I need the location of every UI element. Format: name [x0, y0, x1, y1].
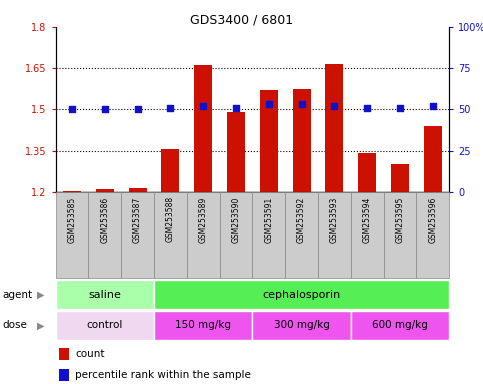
Bar [424, 126, 442, 192]
Bar [227, 112, 245, 192]
Text: 150 mg/kg: 150 mg/kg [175, 320, 231, 331]
Text: control: control [86, 320, 123, 331]
Bar [253, 311, 351, 340]
Text: GSM253591: GSM253591 [264, 196, 273, 243]
Text: agent: agent [2, 290, 32, 300]
Text: dose: dose [2, 320, 28, 331]
Bar [63, 190, 81, 192]
Bar [384, 192, 416, 278]
Text: GSM253593: GSM253593 [330, 196, 339, 243]
Point [298, 101, 305, 108]
Bar [88, 192, 121, 278]
Text: GSM253589: GSM253589 [199, 196, 208, 243]
Bar [358, 154, 376, 192]
Bar [416, 192, 449, 278]
Bar [56, 280, 154, 309]
Bar [326, 64, 343, 192]
Text: saline: saline [88, 290, 121, 300]
Text: 300 mg/kg: 300 mg/kg [274, 320, 329, 331]
Bar [220, 192, 253, 278]
Point [363, 105, 371, 111]
Point [199, 103, 207, 109]
Bar [260, 90, 278, 192]
Text: GSM253595: GSM253595 [396, 196, 404, 243]
Bar [318, 192, 351, 278]
Bar [154, 280, 449, 309]
Point [396, 105, 404, 111]
Text: GSM253590: GSM253590 [231, 196, 241, 243]
Bar [56, 192, 88, 278]
Point [101, 106, 109, 113]
Text: count: count [75, 349, 105, 359]
Text: GSM253585: GSM253585 [68, 196, 76, 243]
Bar [154, 311, 253, 340]
Point [167, 105, 174, 111]
Bar [351, 192, 384, 278]
Bar [391, 164, 409, 192]
Text: GSM253594: GSM253594 [363, 196, 372, 243]
Bar [351, 311, 449, 340]
Bar [253, 192, 285, 278]
Bar [194, 65, 212, 192]
Text: percentile rank within the sample: percentile rank within the sample [75, 370, 251, 380]
Point [265, 101, 272, 108]
Point [429, 103, 437, 109]
Point [232, 105, 240, 111]
Bar [293, 89, 311, 192]
Bar [187, 192, 220, 278]
Text: GDS3400 / 6801: GDS3400 / 6801 [190, 13, 293, 26]
Bar [56, 311, 154, 340]
Text: 600 mg/kg: 600 mg/kg [372, 320, 428, 331]
Bar [121, 192, 154, 278]
Text: GSM253592: GSM253592 [297, 196, 306, 243]
Point [68, 106, 76, 113]
Text: GSM253588: GSM253588 [166, 196, 175, 242]
Text: GSM253586: GSM253586 [100, 196, 109, 243]
Bar [96, 189, 114, 192]
Text: ▶: ▶ [37, 320, 45, 331]
Bar [285, 192, 318, 278]
Bar [59, 369, 70, 381]
Bar [154, 192, 187, 278]
Text: GSM253596: GSM253596 [428, 196, 437, 243]
Bar [59, 348, 70, 359]
Text: GSM253587: GSM253587 [133, 196, 142, 243]
Text: ▶: ▶ [37, 290, 45, 300]
Point [330, 103, 338, 109]
Bar [161, 149, 179, 192]
Point [134, 106, 142, 113]
Bar [128, 188, 146, 192]
Text: cephalosporin: cephalosporin [262, 290, 341, 300]
